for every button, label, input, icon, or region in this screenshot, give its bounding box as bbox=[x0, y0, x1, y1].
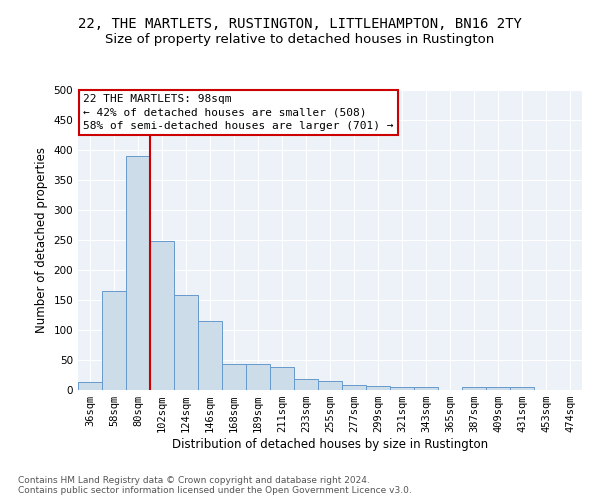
Bar bbox=[246, 364, 270, 390]
Bar bbox=[390, 387, 414, 390]
Text: 22, THE MARTLETS, RUSTINGTON, LITTLEHAMPTON, BN16 2TY: 22, THE MARTLETS, RUSTINGTON, LITTLEHAMP… bbox=[78, 18, 522, 32]
Text: Size of property relative to detached houses in Rustington: Size of property relative to detached ho… bbox=[106, 32, 494, 46]
Bar bbox=[78, 382, 102, 390]
Bar bbox=[342, 385, 366, 390]
Bar bbox=[222, 364, 246, 390]
Bar bbox=[462, 387, 486, 390]
Bar bbox=[198, 321, 222, 390]
Bar bbox=[510, 387, 534, 390]
X-axis label: Distribution of detached houses by size in Rustington: Distribution of detached houses by size … bbox=[172, 438, 488, 451]
Bar bbox=[126, 156, 150, 390]
Bar bbox=[270, 367, 294, 390]
Bar bbox=[102, 291, 126, 390]
Text: 22 THE MARTLETS: 98sqm
← 42% of detached houses are smaller (508)
58% of semi-de: 22 THE MARTLETS: 98sqm ← 42% of detached… bbox=[83, 94, 394, 131]
Bar bbox=[486, 387, 510, 390]
Text: Contains HM Land Registry data © Crown copyright and database right 2024.
Contai: Contains HM Land Registry data © Crown c… bbox=[18, 476, 412, 495]
Bar bbox=[318, 381, 342, 390]
Bar bbox=[414, 387, 438, 390]
Bar bbox=[174, 295, 198, 390]
Bar bbox=[366, 386, 390, 390]
Bar bbox=[150, 241, 174, 390]
Bar bbox=[294, 379, 318, 390]
Y-axis label: Number of detached properties: Number of detached properties bbox=[35, 147, 48, 333]
